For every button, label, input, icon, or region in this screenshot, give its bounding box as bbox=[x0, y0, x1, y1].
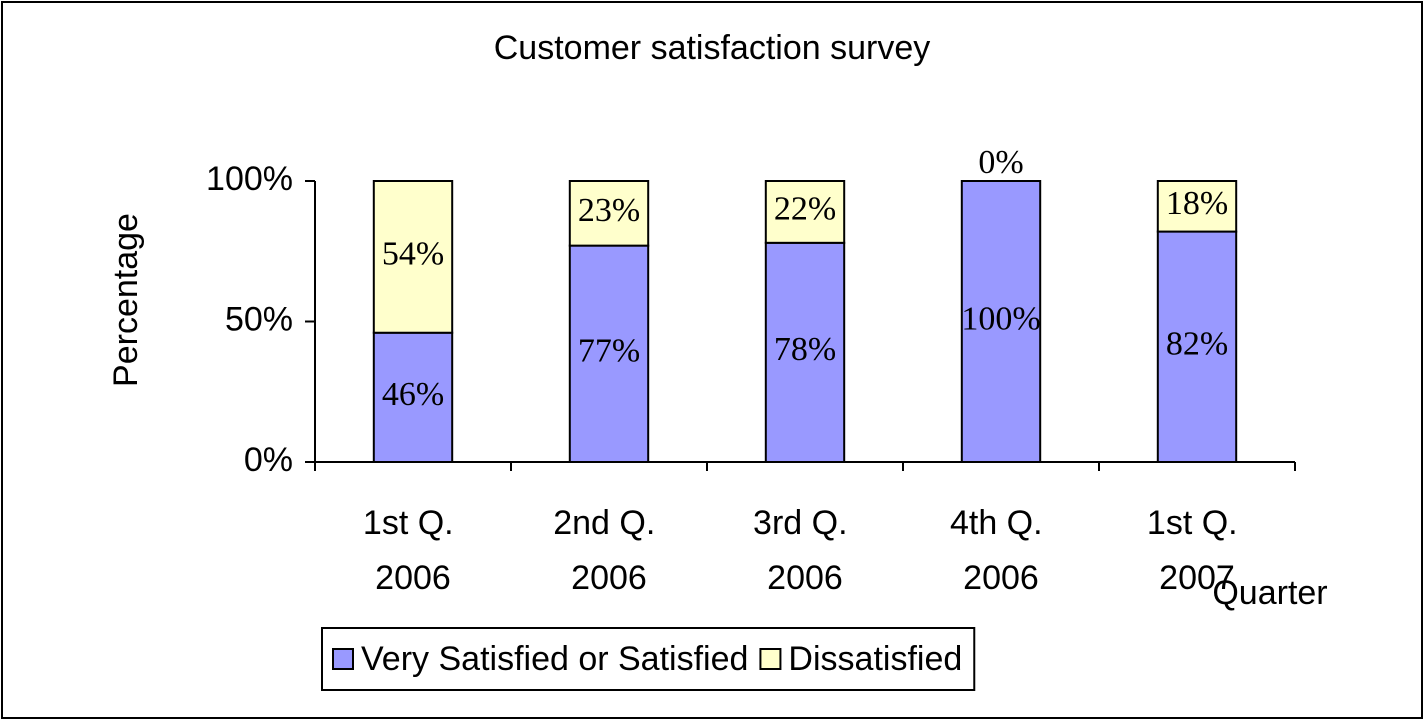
data-label: 77% bbox=[578, 333, 640, 370]
bar-segment bbox=[764, 180, 846, 244]
x-axis-label: Quarter bbox=[1212, 574, 1327, 612]
bar-segment bbox=[372, 180, 454, 334]
data-label: 18% bbox=[1166, 185, 1228, 222]
data-label: 54% bbox=[382, 236, 444, 273]
bar-segment bbox=[1156, 230, 1238, 463]
x-tick-label: 1st Q. 2007 bbox=[1147, 504, 1247, 597]
data-label: 0% bbox=[978, 144, 1023, 181]
y-tick-label: 0% bbox=[244, 441, 293, 479]
data-label: 78% bbox=[774, 331, 836, 368]
y-tick-label: 50% bbox=[225, 300, 293, 338]
legend-label: Dissatisfied bbox=[788, 640, 962, 678]
chart-title: Customer satisfaction survey bbox=[494, 29, 931, 67]
legend-swatch bbox=[759, 648, 782, 670]
data-label: 82% bbox=[1166, 326, 1228, 363]
x-tick-label: 2nd Q. 2006 bbox=[553, 504, 665, 597]
x-tick-label: 4th Q. 2006 bbox=[950, 504, 1052, 597]
data-label: 46% bbox=[382, 376, 444, 413]
data-label: 23% bbox=[578, 192, 640, 229]
legend: Very Satisfied or Satisfied Dissatisfied bbox=[321, 627, 976, 691]
bar-segment bbox=[568, 180, 650, 247]
data-label: 22% bbox=[774, 191, 836, 228]
bar-segment bbox=[764, 241, 846, 463]
y-axis-label: Percentage bbox=[107, 213, 145, 387]
data-label: 100% bbox=[961, 300, 1040, 337]
legend-swatch bbox=[332, 648, 354, 670]
bar-segment bbox=[960, 180, 1042, 463]
bar-segment bbox=[372, 331, 454, 463]
bar-segment bbox=[1156, 180, 1238, 233]
legend-label: Very Satisfied or Satisfied bbox=[361, 640, 748, 678]
y-tick-label: 100% bbox=[206, 160, 293, 198]
x-tick-label: 1st Q. 2006 bbox=[363, 504, 463, 597]
legend-box bbox=[321, 627, 976, 691]
x-tick-label: 3rd Q. 2006 bbox=[753, 504, 857, 597]
